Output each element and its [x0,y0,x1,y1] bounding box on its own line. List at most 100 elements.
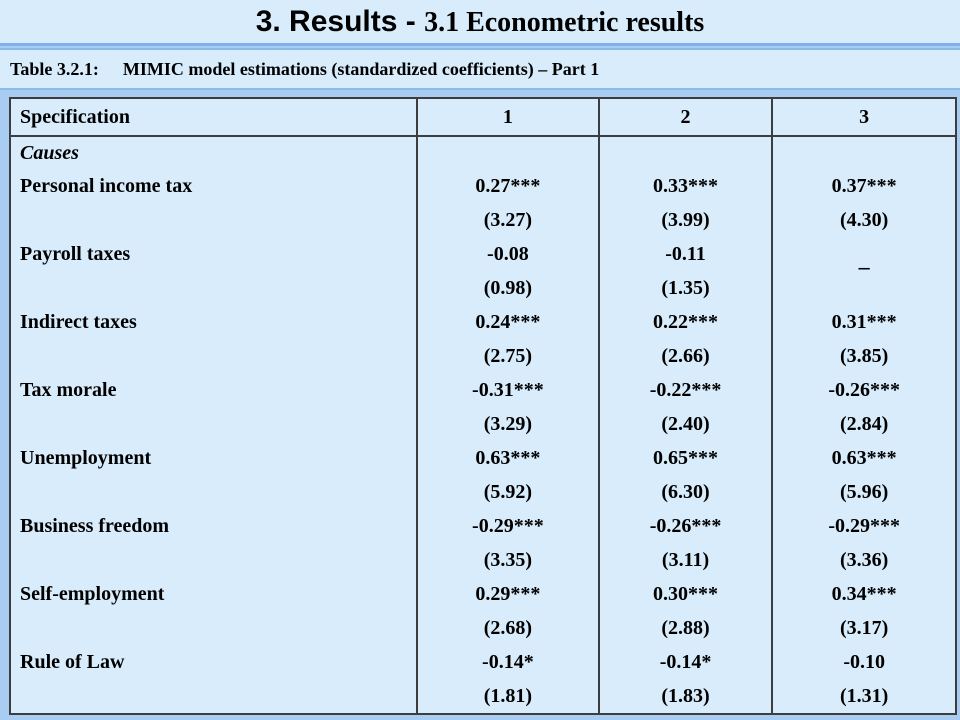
coefficient-value: -0.10 [843,651,886,673]
coefficient-value: 0.34*** [831,583,897,605]
category-label: Causes [8,136,419,169]
category-row: Causes [8,136,957,169]
coefficient-value: -0.29*** [828,515,901,537]
coefficient-value: 0.63*** [475,447,541,469]
coefficient-value: -0.14* [482,651,534,673]
row-label: Indirect taxes [8,305,419,373]
coefficient-value: -0.14* [659,651,712,673]
coefficient-value: – [858,254,870,279]
coefficient-cell: -0.10 (1.31) [771,645,957,715]
coefficient-cell: -0.29*** (3.36) [771,509,957,577]
t-statistic: (0.98) [483,277,533,299]
header-specification: Specification [8,97,419,137]
coefficient-cell: 0.37*** (4.30) [771,169,957,237]
row-label: Personal income tax [8,169,419,237]
t-statistic: (2.66) [661,345,710,367]
coefficient-cell: 0.63*** (5.96) [771,441,957,509]
coefficient-value: -0.08 [487,243,529,265]
coefficient-cell: 0.24*** (2.75) [416,305,600,373]
coefficient-value: -0.29*** [472,515,544,537]
table-row: Rule of Law -0.14* (1.81) -0.14* (1.83) -0.10… [8,645,957,715]
coefficient-cell: -0.14* (1.83) [597,645,774,715]
coefficient-value: 0.30*** [653,583,719,605]
coefficient-cell: -0.14* (1.81) [416,645,600,715]
row-label: Unemployment [8,441,419,509]
table-caption-bar: Table 3.2.1: MIMIC model estimations (sta… [0,48,960,90]
table-row: Self-employment 0.29*** (2.68) 0.30*** (2.88… [8,577,957,645]
row-label: Tax morale [8,373,419,441]
header-spec-3: 3 [771,97,957,137]
t-statistic: (2.68) [483,617,533,639]
coefficient-cell: 0.34*** (3.17) [771,577,957,645]
t-statistic: (1.81) [483,685,533,707]
coefficient-cell: 0.65*** (6.30) [597,441,774,509]
row-label: Payroll taxes [8,237,419,305]
coefficient-value: 0.65*** [653,447,719,469]
t-statistic: (2.40) [661,413,710,435]
t-statistic: (3.85) [840,345,889,367]
table-row: Indirect taxes 0.24*** (2.75) 0.22*** (2.66)… [8,305,957,373]
coefficient-value: 0.27*** [475,175,541,197]
t-statistic: (3.17) [840,617,889,639]
t-statistic: (3.11) [661,549,710,571]
coefficient-cell: -0.11 (1.35) [597,237,774,305]
t-statistic: (2.84) [840,413,889,435]
coefficient-value: 0.29*** [475,583,541,605]
header-spec-2: 2 [597,97,774,137]
slide-title-sub: 3.1 Econometric results [424,7,705,38]
coefficient-cell: 0.30*** (2.88) [597,577,774,645]
coefficient-value: 0.63*** [831,447,897,469]
table-row: Personal income tax 0.27*** (3.27) 0.33*** (… [8,169,957,237]
t-statistic: (1.31) [840,685,889,707]
t-statistic: (1.83) [661,685,710,707]
t-statistic: (3.35) [483,549,533,571]
t-statistic: (2.88) [661,617,710,639]
table-row: Unemployment 0.63*** (5.92) 0.65*** (6.30) 0.… [8,441,957,509]
coefficient-cell: 0.63*** (5.92) [416,441,600,509]
coefficient-value: -0.11 [665,243,706,265]
t-statistic: (5.92) [483,481,533,503]
coefficient-cell: -0.08 (0.98) [416,237,600,305]
row-label: Business freedom [8,509,419,577]
t-statistic: (3.27) [483,209,533,231]
header-spec-1: 1 [416,97,600,137]
coefficient-value: -0.26*** [828,379,901,401]
coefficient-value: -0.26*** [649,515,722,537]
coefficient-cell: -0.31*** (3.29) [416,373,600,441]
t-statistic: (3.36) [840,549,889,571]
slide-title-main: 3. Results - [255,5,425,38]
t-statistic: (3.29) [483,413,533,435]
coefficient-value: 0.24*** [475,311,541,333]
coefficient-value: 0.33*** [653,175,719,197]
coefficient-value: 0.31*** [831,311,897,333]
coefficient-cell: -0.26*** (2.84) [771,373,957,441]
coefficient-value: 0.37*** [831,175,897,197]
table-row: Tax morale -0.31*** (3.29) -0.22*** (2.40) -0… [8,373,957,441]
coefficient-cell: – [771,237,957,305]
t-statistic: (6.30) [661,481,710,503]
coefficient-cell: 0.22*** (2.66) [597,305,774,373]
table-caption: Table 3.2.1: MIMIC model estimations (sta… [10,50,599,88]
coefficient-value: -0.31*** [472,379,544,401]
table-caption-label: Table 3.2.1: [10,59,99,79]
t-statistic: (1.35) [661,277,710,299]
t-statistic: (3.99) [661,209,710,231]
results-table: Specification 1 2 3 Causes Personal inco… [8,97,957,715]
row-label: Rule of Law [8,645,419,715]
row-label: Self-employment [8,577,419,645]
coefficient-cell: -0.26*** (3.11) [597,509,774,577]
coefficient-cell: 0.27*** (3.27) [416,169,600,237]
coefficient-value: -0.22*** [649,379,722,401]
table-row: Payroll taxes -0.08 (0.98) -0.11 (1.35) – [8,237,957,305]
coefficient-cell: -0.22*** (2.40) [597,373,774,441]
table-header-row: Specification 1 2 3 [8,97,957,137]
coefficient-cell: 0.29*** (2.68) [416,577,600,645]
slide-title: 3. Results - 3.1 Econometric results [0,0,960,46]
t-statistic: (5.96) [840,481,889,503]
table-row: Business freedom -0.29*** (3.35) -0.26*** (3… [8,509,957,577]
coefficient-cell: 0.33*** (3.99) [597,169,774,237]
coefficient-cell: 0.31*** (3.85) [771,305,957,373]
t-statistic: (4.30) [840,209,889,231]
coefficient-value: 0.22*** [653,311,719,333]
coefficient-cell: -0.29*** (3.35) [416,509,600,577]
